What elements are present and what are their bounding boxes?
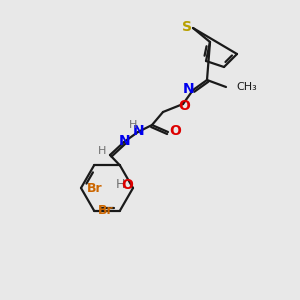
Text: N: N	[119, 134, 131, 148]
Text: S: S	[182, 20, 192, 34]
Text: Br: Br	[98, 204, 114, 217]
Text: O: O	[178, 99, 190, 113]
Text: H: H	[129, 120, 137, 130]
Text: O: O	[121, 178, 133, 192]
Text: N: N	[133, 124, 145, 138]
Text: H: H	[98, 146, 106, 156]
Text: O: O	[169, 124, 181, 138]
Text: N: N	[183, 82, 195, 96]
Text: Br: Br	[87, 182, 103, 194]
Text: H: H	[115, 178, 125, 191]
Text: CH₃: CH₃	[236, 82, 257, 92]
